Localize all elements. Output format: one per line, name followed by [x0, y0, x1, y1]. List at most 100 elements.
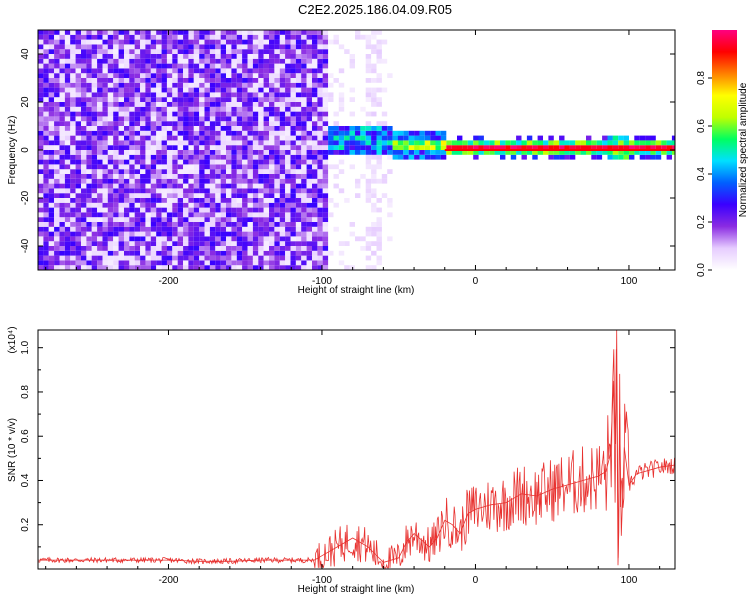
spectrogram-cell	[242, 198, 248, 203]
spectrogram-cell	[177, 92, 184, 98]
spectrogram-cell	[226, 106, 232, 112]
spectrogram-cell	[236, 207, 243, 213]
spectrogram-cell	[392, 130, 398, 136]
spectrogram-cell	[145, 198, 151, 203]
spectrogram-cell	[81, 265, 87, 270]
spectrogram-cell	[258, 226, 264, 232]
spectrogram-cell	[306, 97, 312, 102]
spectrogram-cell	[355, 145, 361, 150]
spectrogram-cell	[204, 212, 210, 218]
spectrogram-cell	[161, 49, 167, 54]
spectrogram-cell	[156, 226, 162, 232]
spectrogram-cell	[161, 207, 167, 213]
spectrogram-cell	[193, 183, 200, 189]
spectrogram-cell	[177, 260, 184, 266]
spectrogram-cell	[107, 140, 114, 146]
spectrogram-cell	[145, 30, 151, 35]
spectrogram-cell	[54, 92, 60, 98]
spectrogram-cell	[97, 121, 103, 126]
spectrogram-cell	[81, 97, 87, 102]
spectrogram-cell	[70, 154, 76, 160]
spectrogram-cell	[285, 250, 291, 256]
spectrogram-cell	[199, 198, 205, 203]
spectrogram-cell	[263, 231, 269, 237]
spectrogram-cell	[387, 135, 393, 141]
spectrogram-cell	[124, 188, 130, 194]
spectrogram-cell	[220, 207, 227, 213]
spectrogram-cell	[91, 246, 98, 251]
spectrogram-cell	[183, 145, 189, 150]
spectrogram-cell	[269, 174, 275, 179]
spectrogram-cell	[258, 102, 264, 107]
spectrogram-cell	[188, 102, 194, 107]
spectrogram-cell	[365, 246, 372, 251]
spectrogram-cell	[290, 265, 296, 270]
spectrogram-cell	[548, 154, 554, 160]
spectrogram-cell	[424, 145, 431, 150]
spectrogram-cell	[473, 140, 479, 146]
spectrogram-cell	[75, 130, 81, 136]
spectrogram-cell	[161, 212, 167, 218]
spectrogram-cell	[70, 255, 76, 261]
spectrogram-cell	[166, 135, 173, 141]
spectrogram-cell	[596, 150, 603, 155]
spectrogram-cell	[188, 49, 194, 54]
spectrogram-cell	[371, 154, 377, 160]
spectrogram-cell	[140, 54, 146, 59]
spectrogram-cell	[183, 73, 189, 78]
spectrogram-cell	[274, 68, 280, 74]
spectrogram-cell	[113, 198, 119, 203]
spectrogram-cell	[129, 178, 135, 184]
spectrogram-cell	[263, 198, 269, 203]
spectrogram-cell	[236, 202, 243, 208]
spectrogram-cell	[193, 159, 200, 165]
spectrogram-cell	[140, 92, 146, 98]
spectrogram-cell	[209, 126, 216, 131]
spectrogram-cell	[43, 49, 49, 54]
spectrogram-cell	[328, 92, 334, 98]
spectrogram-cell	[204, 193, 210, 198]
spectrogram-cell	[129, 202, 135, 208]
spectrogram-cell	[397, 140, 404, 146]
spectrogram-cell	[215, 202, 221, 208]
spectrogram-cell	[306, 87, 312, 93]
spectrogram-cell	[328, 212, 334, 218]
spectrogram-cell	[161, 73, 167, 78]
spectrogram-cell	[290, 82, 296, 88]
spectrogram-cell	[322, 121, 329, 126]
spectrogram-cell	[150, 260, 157, 266]
spectrogram-cell	[306, 241, 312, 246]
spectrogram-cell	[177, 68, 184, 74]
spectrogram-cell	[38, 135, 44, 141]
spectrogram-cell	[215, 193, 221, 198]
spectrogram-cell	[301, 44, 307, 50]
spectrogram-cell	[91, 145, 98, 150]
spectrogram-cell	[242, 78, 248, 83]
spectrogram-cell	[220, 49, 227, 54]
spectrogram-cell	[333, 150, 339, 155]
spectrogram-cell	[199, 135, 205, 141]
spectrogram-cell	[172, 82, 178, 88]
spectrogram-cell	[258, 174, 264, 179]
spectrogram-cell	[317, 255, 323, 261]
spectrogram-cell	[306, 63, 312, 69]
spectrogram-cell	[81, 231, 87, 237]
spectrogram-cell	[381, 174, 388, 179]
spectrogram-cell	[91, 241, 98, 246]
spectrogram-cell	[414, 140, 420, 146]
spectrogram-cell	[269, 255, 275, 261]
spectrogram-cell	[86, 217, 92, 222]
spectrogram-cell	[134, 78, 141, 83]
spectrogram-cell	[258, 198, 264, 203]
spectrogram-cell	[91, 126, 98, 131]
spectrogram-cell	[43, 231, 49, 237]
spectrogram-cell	[107, 135, 114, 141]
spectrogram-cell	[317, 193, 323, 198]
spectrogram-cell	[602, 150, 608, 155]
spectrogram-cell	[365, 198, 372, 203]
spectrogram-cell	[231, 164, 237, 170]
snr-background	[38, 330, 675, 569]
spectrogram-cell	[48, 63, 55, 69]
spectrogram-cell	[236, 241, 243, 246]
spectrogram-cell	[295, 150, 302, 155]
